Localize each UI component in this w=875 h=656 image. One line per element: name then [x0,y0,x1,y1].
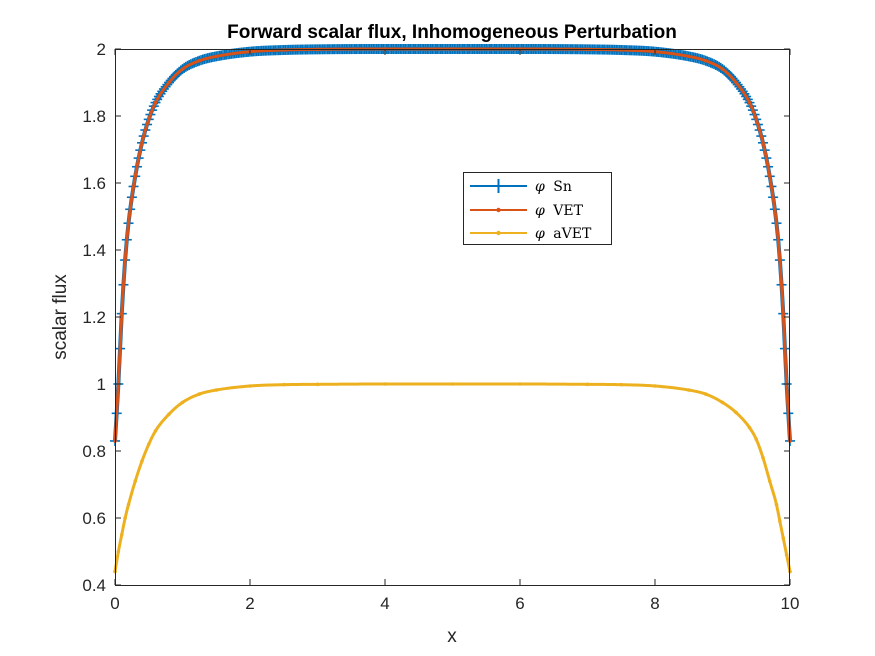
data-point [153,429,158,433]
data-point [619,382,624,387]
data-point [126,221,131,225]
y-tick-label: 1 [97,375,106,394]
x-tick-label: 6 [515,594,524,613]
y-tick-label: 1.2 [82,308,106,327]
plot-area [115,49,790,585]
data-point [767,479,772,483]
data-point [123,258,127,262]
data-point [450,382,455,386]
series-avet [113,382,792,574]
y-tick-label: 0.4 [82,576,106,595]
y-tick-label: 0.8 [82,442,106,461]
data-point [774,221,779,225]
data-point [686,388,691,392]
data-point [248,384,252,388]
chart-title: Forward scalar flux, Inhomogeneous Pertu… [227,22,677,43]
data-point [126,502,131,507]
x-tick-label: 2 [245,594,254,613]
data-point [167,412,171,416]
data-point [214,54,219,59]
data-point [214,388,219,392]
legend: φ Sn φ VET φ aVET [463,172,612,245]
data-point [119,311,124,316]
data-point [133,479,138,483]
svg-text:φ aVET: φ aVET [535,226,592,242]
svg-text:φ VET: φ VET [535,203,584,219]
data-point [747,425,752,430]
y-tick-label: 2 [97,40,106,59]
data-point [180,67,185,71]
data-point [754,117,759,122]
legend-marker-avet [496,230,501,236]
data-point [653,384,657,388]
data-point [281,48,286,52]
legend-label-avet: aVET [553,226,592,242]
y-tick-label: 1.8 [82,107,106,126]
legend-label-vet: VET [552,203,583,219]
data-point [116,549,121,554]
y-tick-label: 0.6 [82,509,106,528]
data-point [140,459,144,463]
data-point [720,67,725,71]
svg-text:φ Sn: φ Sn [535,179,572,195]
legend-symbol-sn: φ [535,179,545,195]
data-point [619,48,624,52]
y-tick-label: 1.4 [82,241,106,260]
data-point [123,516,127,520]
legend-label-sn: Sn [553,179,572,195]
data-point [119,532,124,537]
legend-entry-vet: φ VET [470,203,584,219]
data-point [146,442,151,447]
data-point [734,410,738,415]
data-point [140,141,144,145]
data-point [767,174,772,179]
data-point [197,58,202,63]
legend-symbol-avet: φ [535,226,545,242]
data-point [774,502,779,507]
data-point [747,100,752,105]
data-point [784,553,789,557]
data-point [180,400,185,405]
x-axis-label: x [447,626,457,647]
data-point [761,141,765,145]
data-point [720,400,725,405]
x-tick-label: 8 [650,594,659,613]
legend-marker-vet [496,207,501,213]
data-point [383,382,387,386]
data-point [686,54,691,59]
data-point [761,455,765,460]
data-point [518,382,522,386]
data-point [167,80,171,85]
y-ticks: 0.4 0.6 0.8 1 1.2 1.4 1.6 1.8 2 [82,40,790,595]
data-point [585,382,590,387]
y-axis-label: scalar flux [50,274,71,360]
legend-symbol-vet: φ [535,203,545,219]
data-point [703,392,708,396]
data-point [153,100,158,105]
data-point [197,392,202,396]
data-point [778,258,782,262]
data-point [281,382,286,387]
legend-entry-avet: φ aVET [470,226,592,242]
data-point [778,519,782,524]
data-point [754,437,759,442]
data-point [315,382,320,387]
x-ticks: 0 2 4 6 8 10 [110,49,799,613]
legend-entry-sn: φ Sn [470,179,572,195]
x-tick-label: 0 [110,594,119,613]
data-point [781,536,786,540]
x-tick-label: 10 [781,594,800,613]
x-tick-label: 4 [380,594,389,613]
y-tick-label: 1.6 [82,174,106,193]
data-point [146,117,151,122]
data-point [734,80,738,85]
data-point [703,58,708,63]
data-point [133,174,138,179]
data-point [781,311,786,316]
